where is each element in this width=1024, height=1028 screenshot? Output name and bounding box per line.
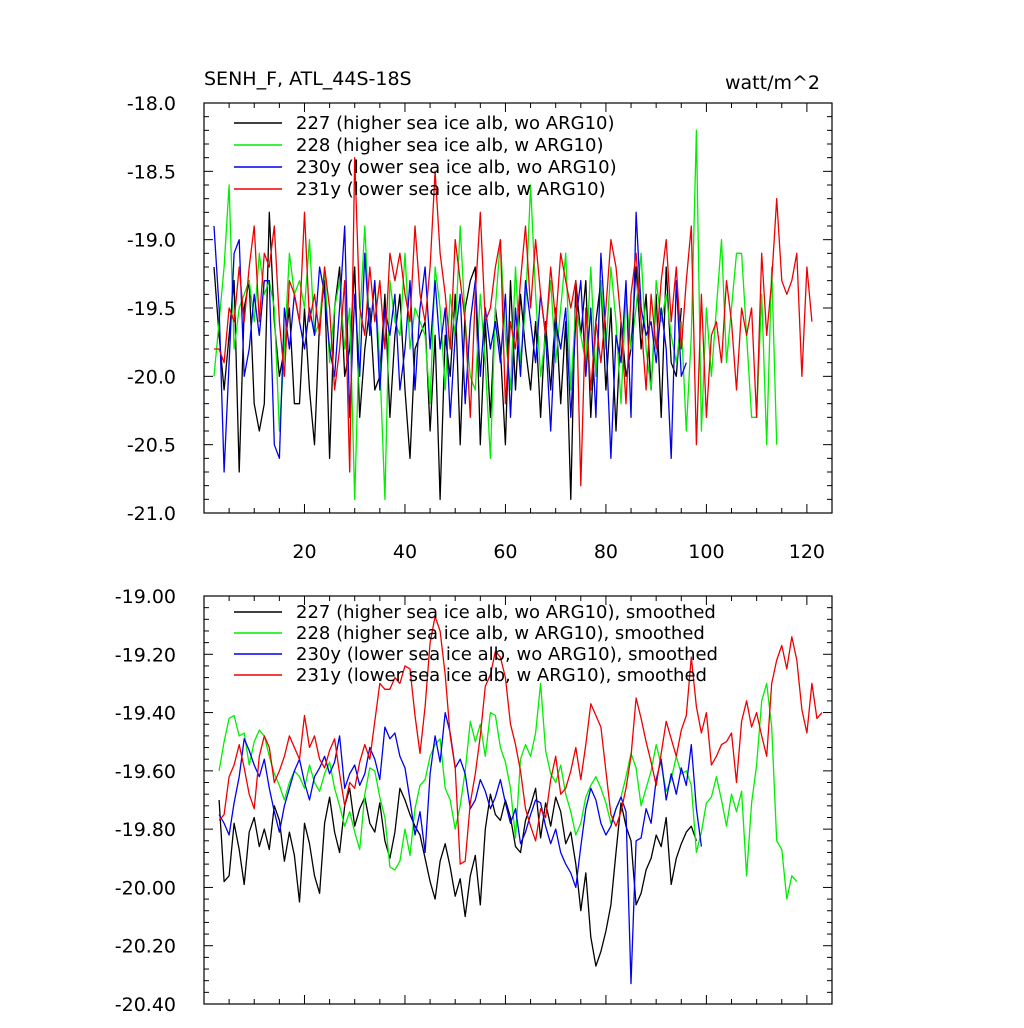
panel1-ytick-label: -20.5: [127, 435, 176, 457]
panel2-ytick-label: -19.40: [115, 703, 176, 725]
panel1-xtick-label: 80: [594, 541, 618, 563]
panel2-ytick-label: -19.20: [115, 644, 176, 666]
panel1-xtick-label: 120: [789, 541, 825, 563]
panel1-legend-label-227: 227 (higher sea ice alb, wo ARG10): [296, 113, 615, 134]
panel2-series-230y-line: [218, 711, 703, 985]
panel1-legend-label-230y: 230y (lower sea ice alb, wo ARG10): [296, 157, 617, 178]
panel1-series-230y-line: [213, 211, 687, 473]
panel1-ytick-label: -19.0: [127, 230, 176, 252]
panel2-series-227-line: [218, 787, 698, 967]
panel1-units-label: watt/m^2: [725, 72, 820, 94]
panel2-series-231y-line: [218, 615, 823, 865]
panel2-ytick-label: -20.40: [115, 994, 176, 1016]
panel2-series-228-line: [218, 682, 798, 900]
panel2-ytick-label: -19.80: [115, 819, 176, 841]
panel1-ytick-label: -19.5: [127, 298, 176, 320]
panel1-legend-label-231y: 231y (lower sea ice alb, w ARG10): [296, 179, 606, 200]
panel2-plot-frame: [203, 595, 833, 1005]
panel2-legend-label-228: 228 (higher sea ice alb, w ARG10), smoot…: [296, 623, 705, 644]
panel2-ytick-label: -20.00: [115, 877, 176, 899]
panel1-series-228-line: [213, 129, 778, 500]
panel2-ytick-label: -20.20: [115, 936, 176, 958]
panel1-xtick-label: 100: [688, 541, 724, 563]
panel1-legend-label-228: 228 (higher sea ice alb, w ARG10): [296, 135, 603, 156]
panel2-legend-label-227: 227 (higher sea ice alb, wo ARG10), smoo…: [296, 602, 716, 623]
panel1-xtick-label: 40: [393, 541, 417, 563]
panel1-ytick-label: -18.5: [127, 161, 176, 183]
panel1-ytick-label: -21.0: [127, 503, 176, 525]
panel1-xtick-label: 60: [493, 541, 517, 563]
panel2-legend-label-230y: 230y (lower sea ice alb, wo ARG10), smoo…: [296, 644, 718, 665]
panel1-xtick-label: 20: [292, 541, 316, 563]
panel1-ytick-label: -20.0: [127, 366, 176, 388]
panel2-ytick-label: -19.60: [115, 761, 176, 783]
panel1-ytick-label: -18.0: [127, 93, 176, 115]
panel1-series-231y-line: [214, 157, 813, 487]
panel1-title: SENH_F, ATL_44S-18S: [204, 68, 412, 90]
panel2-legend-label-231y: 231y (lower sea ice alb, w ARG10), smoot…: [296, 665, 707, 686]
panel2-ytick-label: -19.00: [115, 586, 176, 608]
